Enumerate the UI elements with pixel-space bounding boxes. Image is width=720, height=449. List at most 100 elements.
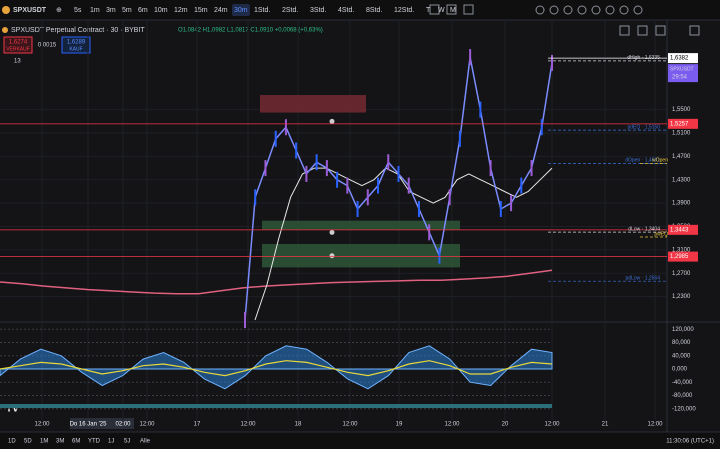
x-tick-label: 17 (194, 422, 201, 428)
zone-marker (329, 229, 335, 235)
annotation-label: pdEQ · 1,5150 (627, 124, 660, 130)
x-tick-label: 12:00 (342, 422, 358, 428)
range-button[interactable]: Alle (140, 439, 151, 445)
osc-tick-label: 40,000 (672, 353, 691, 359)
x-tick-label: 12:00 (34, 422, 50, 428)
annotation-label: pwEQ (654, 231, 668, 237)
price-tag-label: 1,6382 (670, 56, 689, 62)
price-tag (668, 118, 698, 129)
interval-button[interactable]: 6m (138, 7, 148, 14)
y-tick-label: 1,3900 (672, 201, 691, 207)
interval-button[interactable]: 3m (106, 7, 116, 14)
interval-button[interactable]: 4Std. (338, 7, 354, 14)
interval-button[interactable]: 5s (74, 7, 82, 14)
annotation-label: dLow · 1,3404 (628, 226, 660, 232)
buy-price: 1,6289 (67, 40, 86, 46)
interval-button[interactable]: 5m (122, 7, 132, 14)
osc-tick-label: -80,000 (672, 393, 693, 399)
interval-button[interactable]: 15m (194, 7, 208, 14)
price-tag-label: 1,5257 (670, 121, 689, 127)
osc-band (0, 404, 552, 408)
zone-marker (329, 118, 335, 124)
price-tag (668, 53, 698, 64)
symbol[interactable]: SPXUSDT (13, 7, 47, 14)
interval-button[interactable]: T (426, 7, 431, 14)
interval-button[interactable]: 8Std. (366, 7, 382, 14)
buy-button[interactable] (61, 36, 91, 54)
osc-tick-label: -40,000 (672, 380, 693, 386)
chart-title: SPXUSDT Perpetual Contract · 30 · BYBIT (11, 27, 145, 34)
osc-tick-label: 120,000 (672, 327, 694, 333)
spread: 0,0015 (38, 43, 57, 49)
x-tick-label: 12:00 (544, 422, 560, 428)
ohlc: O1,0842 H1,0982 L1,0817 C1,0910 +0,0068 … (178, 28, 323, 34)
sell-button[interactable] (3, 36, 33, 54)
buy-label: KAUF (69, 46, 82, 52)
x-tick-label: 20 (502, 422, 509, 428)
zone (262, 220, 460, 230)
clock: 11:30:06 (UTC+1) (666, 439, 714, 445)
countdown-symbol: SPXUSDT (670, 66, 694, 72)
price-tag-label: 1,2985 (670, 254, 689, 260)
range-button[interactable]: 5J (124, 439, 130, 445)
symbol-icon (2, 6, 10, 14)
osc-tick-label: 80,000 (672, 340, 691, 346)
interval-button[interactable]: 30m (234, 7, 248, 14)
interval-button[interactable]: 3Std. (310, 7, 326, 14)
x-tick-label: Do 16 Jan '25 (70, 422, 108, 428)
range-button[interactable]: 5D (24, 439, 32, 445)
interval-button[interactable]: M (450, 7, 456, 14)
x-tick-label: 12:00 (240, 422, 256, 428)
price-tag-label: 1,3443 (670, 227, 689, 233)
range-button[interactable]: 3M (56, 439, 64, 445)
x-tick-label: 18 (295, 422, 302, 428)
active-interval (232, 4, 250, 16)
price-tag (668, 251, 698, 262)
y-tick-label: 1,2300 (672, 294, 691, 300)
interval-button[interactable]: 12Std. (394, 7, 414, 14)
annotation-label: dOpen · 1,4581 (625, 158, 660, 164)
range-button[interactable]: 1J (108, 439, 114, 445)
moving-average (0, 269, 553, 295)
x-tick-label: 12:00 (139, 422, 155, 428)
osc-tick-label: 0,000 (672, 367, 688, 373)
interval-button[interactable]: 10m (154, 7, 168, 14)
y-tick-label: 1,5100 (672, 131, 691, 137)
range-button[interactable]: 1M (40, 439, 48, 445)
add-symbol[interactable]: ⊕ (56, 7, 62, 14)
x-tick-label: 02:00 (115, 422, 131, 428)
sell-label: VERKAUF (6, 46, 30, 52)
interval-button[interactable]: 24m (214, 7, 228, 14)
x-tick-label: 19 (396, 422, 403, 428)
zone (260, 95, 366, 113)
x-tick-label: 21 (602, 422, 609, 428)
toolbar-icons (429, 4, 700, 36)
range-button[interactable]: 1D (8, 439, 16, 445)
countdown-tag (668, 64, 698, 83)
moving-average-2 (254, 167, 553, 321)
interval-button[interactable]: 1Std. (254, 7, 270, 14)
y-tick-label: 1,5500 (672, 107, 691, 113)
x-tick-label: 12:00 (647, 422, 663, 428)
y-tick-label: 1,4300 (672, 177, 691, 183)
y-tick-label: 1,3100 (672, 247, 691, 253)
indicator-count[interactable]: 13 (14, 59, 21, 65)
price-tag (668, 224, 698, 235)
sell-price: 1,6274 (9, 40, 28, 46)
range-button[interactable]: 6M (72, 439, 80, 445)
interval-button[interactable]: 2Std. (282, 7, 298, 14)
y-tick-label: 1,2700 (672, 271, 691, 277)
annotation-label: wOpen (652, 158, 668, 164)
annotation-label: pdLow · 1,2564 (626, 276, 661, 282)
osc-area (0, 345, 553, 390)
x-tick-label: 12:00 (444, 422, 460, 428)
range-button[interactable]: YTD (88, 439, 101, 445)
interval-button[interactable]: 12m (174, 7, 188, 14)
zone-marker (329, 253, 335, 259)
osc-signal (0, 360, 553, 377)
interval-button[interactable]: 1m (90, 7, 100, 14)
countdown-time: 29:54 (672, 75, 688, 81)
annotation-label: dHigh · 1,6335 (627, 55, 660, 61)
interval-button[interactable]: W (438, 7, 445, 14)
